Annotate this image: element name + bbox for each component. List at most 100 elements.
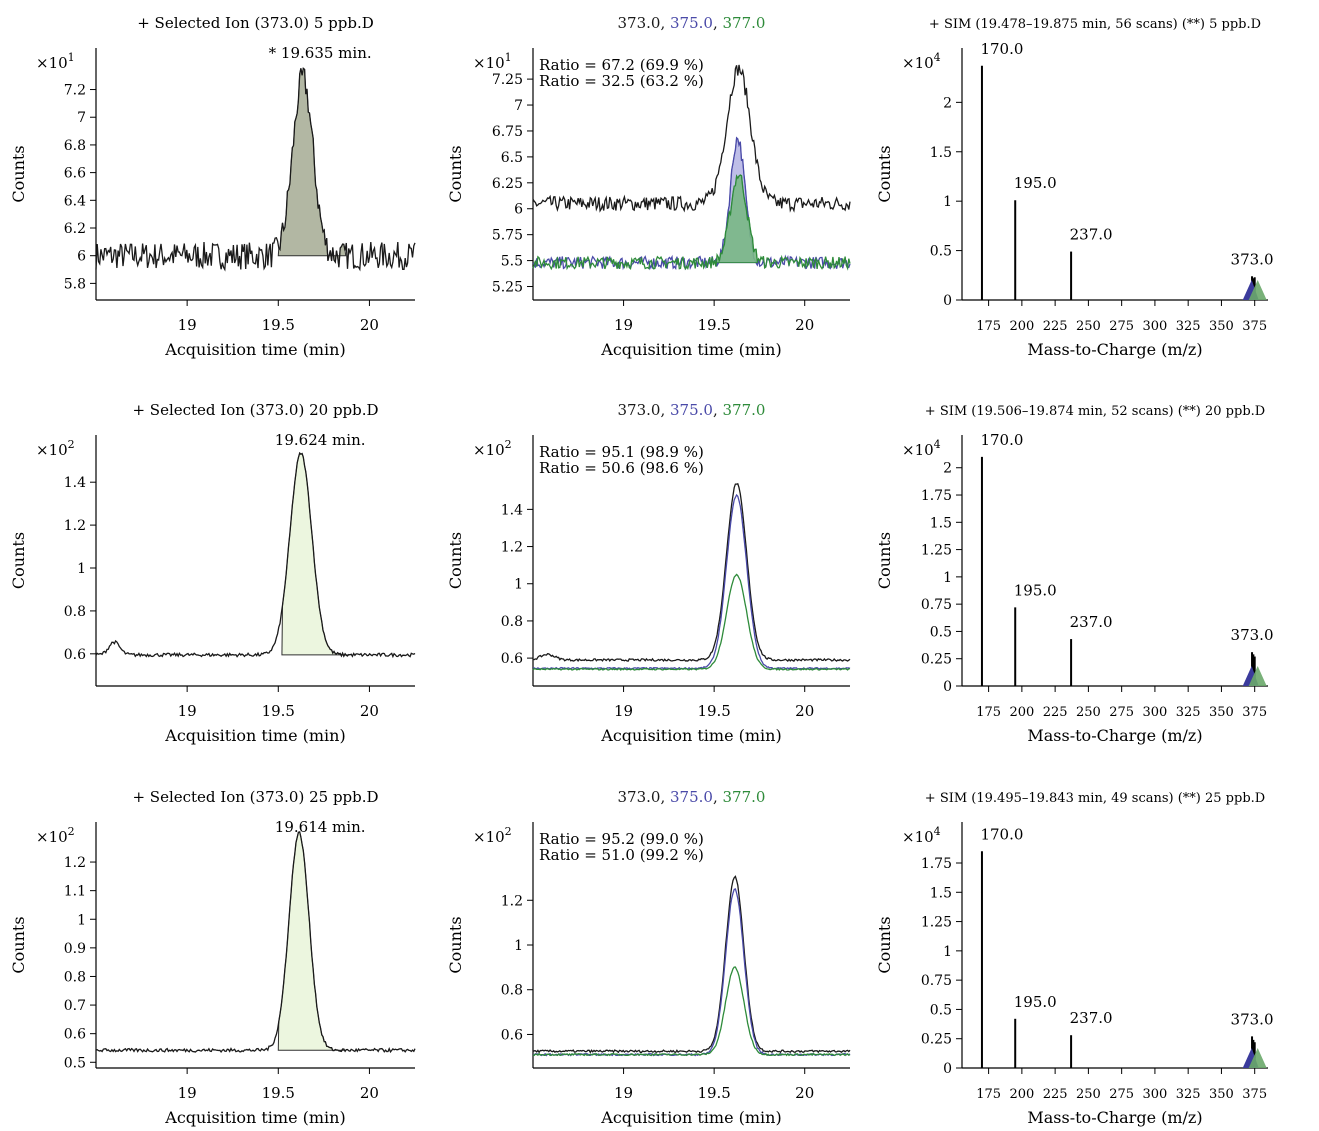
x-tick-label: 20 (360, 702, 379, 720)
x-tick-label: 19 (178, 1084, 197, 1102)
multiplier-base: ×10 (36, 441, 68, 459)
axis-multiplier: ×102 (473, 438, 512, 459)
y-tick-label: 1 (943, 194, 952, 210)
x-tick-label: 350 (1209, 1087, 1234, 1102)
chart-panel-5: 373.0, 375.0, 377.0 ×102 0.6 0.8 1 1.2 1.4 19 19… (446, 401, 851, 745)
y-tick-label: 6.4 (64, 193, 86, 209)
y-tick-label: 5.5 (501, 254, 523, 270)
chart-panel-9: + SIM (19.495–19.843 min, 49 scans) (**)… (875, 791, 1274, 1127)
chart-title-part: , (660, 401, 670, 419)
axis-multiplier: ×104 (902, 438, 941, 459)
chart-title-part: , (713, 14, 723, 32)
x-tick-label: 19 (614, 702, 633, 720)
x-tick-label: 19.5 (697, 1084, 730, 1102)
x-tick-label: 300 (1142, 319, 1167, 334)
legend-entry: Ratio = 95.2 (99.0 %) (539, 830, 704, 848)
y-tick-label: 0.8 (64, 604, 86, 620)
y-tick-label: 7 (77, 110, 86, 126)
y-tick-label: 0.8 (64, 969, 86, 985)
chart-title-part: 375.0 (670, 401, 713, 419)
multiplier-exponent: 4 (934, 51, 941, 64)
x-tick-label: 175 (976, 705, 1001, 720)
multiplier-base: ×10 (902, 54, 934, 72)
y-tick-label: 2 (943, 461, 952, 477)
y-tick-label: 1.1 (64, 884, 86, 900)
chart-title-part: 377.0 (723, 788, 766, 806)
chart-title-part: , (660, 788, 670, 806)
series-line-green (532, 573, 851, 671)
bar-label: 373.0 (1231, 250, 1274, 268)
y-tick-label: 0.6 (501, 1027, 523, 1043)
y-tick-label: 1.5 (930, 145, 952, 161)
bar-label: 170.0 (980, 40, 1023, 58)
multiplier-exponent: 2 (68, 825, 75, 838)
chart-title-part: , (713, 401, 723, 419)
chart-title-part: 373.0 (618, 788, 661, 806)
y-tick-label: 1.2 (64, 518, 86, 534)
y-tick-label: 0.9 (64, 941, 86, 957)
x-tick-label: 225 (1043, 705, 1068, 720)
peak-area-fill (277, 67, 347, 268)
series-line-black (532, 483, 851, 663)
series-line-black (532, 875, 851, 1054)
multiplier-base: ×10 (473, 441, 505, 459)
y-tick-label: 5.75 (492, 228, 523, 244)
axis-multiplier: ×104 (902, 825, 941, 846)
y-tick-label: 0 (943, 293, 952, 309)
bar-label: 373.0 (1231, 626, 1274, 644)
x-tick-label: 19.5 (262, 702, 295, 720)
y-tick-label: 6.8 (64, 138, 86, 154)
y-tick-label: 1 (514, 938, 523, 954)
x-tick-label: 325 (1176, 705, 1201, 720)
y-tick-label: 1.2 (64, 855, 86, 871)
y-tick-label: 5.8 (64, 276, 86, 292)
chart-panel-8: 373.0, 375.0, 377.0 ×102 0.6 0.8 1 1.2 19 19.5 2… (446, 788, 851, 1127)
chart-title-part: 373.0 (618, 401, 661, 419)
y-tick-label: 0.5 (64, 1055, 86, 1071)
chart-title-part: , (713, 788, 723, 806)
chart-title: + SIM (19.506–19.874 min, 52 scans) (**)… (925, 404, 1265, 419)
y-tick-label: 6.6 (64, 166, 86, 182)
y-tick-label: 5.25 (492, 280, 523, 296)
chart-panel-6: + SIM (19.506–19.874 min, 52 scans) (**)… (875, 404, 1274, 745)
x-tick-label: 375 (1242, 705, 1267, 720)
y-tick-label: 0.5 (930, 624, 952, 640)
y-axis-label: Counts (446, 532, 465, 589)
bar-label: 170.0 (980, 825, 1023, 843)
x-tick-label: 200 (1009, 1087, 1034, 1102)
chart-title: + Selected Ion (373.0) 25 ppb.D (132, 788, 378, 806)
y-tick-label: 0.75 (921, 973, 952, 989)
y-tick-label: 0.25 (921, 652, 952, 668)
multiplier-exponent: 1 (68, 51, 75, 64)
y-axis-label: Counts (875, 532, 894, 589)
chart-panel-2: 373.0, 375.0, 377.0 ×101 5.25 5.5 5.75 6 6.25 6… (446, 14, 851, 359)
y-tick-label: 7.25 (492, 72, 523, 88)
y-tick-label: 0.75 (921, 597, 952, 613)
y-tick-label: 1 (943, 570, 952, 586)
x-axis-label: Acquisition time (min) (164, 340, 345, 359)
x-tick-label: 200 (1009, 319, 1034, 334)
x-tick-label: 300 (1142, 705, 1167, 720)
y-tick-label: 6.5 (501, 150, 523, 166)
axis-multiplier: ×101 (473, 51, 512, 72)
y-tick-label: 6 (77, 249, 86, 265)
chart-title-part: 375.0 (670, 14, 713, 32)
peak-annotation: 19.624 min. (275, 431, 366, 449)
y-tick-label: 0.6 (64, 1027, 86, 1043)
x-axis-label: Mass-to-Charge (m/z) (1027, 340, 1202, 359)
legend-entry: Ratio = 67.2 (69.9 %) (539, 56, 704, 74)
axis-multiplier: ×101 (36, 51, 75, 72)
x-tick-label: 275 (1109, 319, 1134, 334)
y-tick-label: 0.25 (921, 1032, 952, 1048)
x-tick-label: 200 (1009, 705, 1034, 720)
peak-annotation: * 19.635 min. (269, 44, 372, 62)
multiplier-base: ×10 (473, 828, 505, 846)
ion-marker-green (1248, 280, 1267, 300)
chart-panel-7: + Selected Ion (373.0) 25 ppb.D 19.614 mi… (9, 788, 416, 1127)
y-axis-label: Counts (875, 916, 894, 973)
multiplier-base: ×10 (36, 54, 68, 72)
y-tick-label: 1.2 (501, 893, 523, 909)
y-axis-label: Counts (875, 145, 894, 202)
multiplier-exponent: 2 (505, 825, 512, 838)
